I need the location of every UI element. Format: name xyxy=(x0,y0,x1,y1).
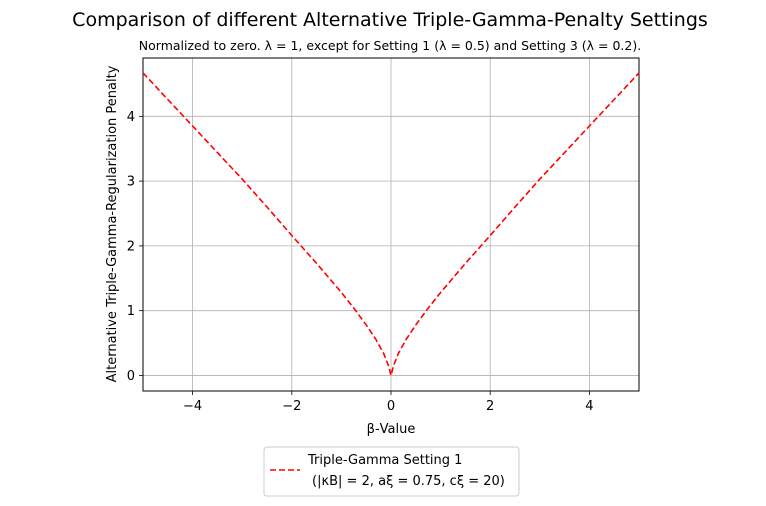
y-tick-label: 3 xyxy=(127,175,135,190)
y-tick-label: 2 xyxy=(127,239,135,254)
x-tick-label: 2 xyxy=(486,399,494,414)
legend-entry-label: Triple-Gamma Setting 1 xyxy=(307,453,462,468)
chart-title: Comparison of different Alternative Trip… xyxy=(72,9,708,31)
y-axis: 0 1 2 3 4 xyxy=(127,110,143,384)
x-axis: −4 −2 0 2 4 xyxy=(183,391,594,414)
x-axis-label: β-Value xyxy=(367,422,416,437)
legend: Triple-Gamma Setting 1 (|κB| = 2, aξ = 0… xyxy=(263,446,520,497)
legend-box xyxy=(263,446,520,497)
series-line xyxy=(142,72,640,376)
y-tick-label: 0 xyxy=(127,369,135,384)
series-layer xyxy=(142,72,640,376)
x-tick-label: −2 xyxy=(282,399,301,414)
chart-subtitle: Normalized to zero. λ = 1, except for Se… xyxy=(139,38,641,53)
y-tick-label: 4 xyxy=(127,110,135,125)
grid xyxy=(143,58,639,391)
x-tick-label: 0 xyxy=(387,399,395,414)
y-tick-label: 1 xyxy=(127,304,135,319)
x-tick-label: 4 xyxy=(585,399,593,414)
legend-entry-params: (|κB| = 2, aξ = 0.75, cξ = 20) xyxy=(312,474,505,489)
x-tick-label: −4 xyxy=(183,399,202,414)
y-axis-label: Alternative Triple-Gamma-Regularization … xyxy=(105,65,120,382)
